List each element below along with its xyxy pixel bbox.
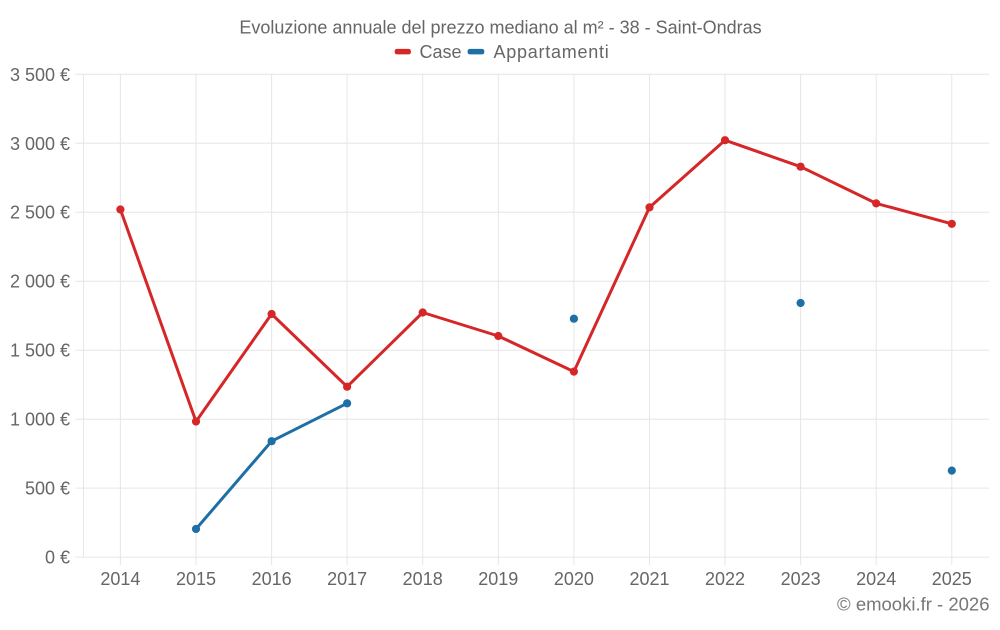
svg-text:2021: 2021: [629, 569, 669, 589]
svg-text:2016: 2016: [252, 569, 292, 589]
svg-text:Evoluzione annuale del prezzo: Evoluzione annuale del prezzo mediano al…: [239, 17, 761, 37]
svg-text:2018: 2018: [403, 569, 443, 589]
svg-text:2025: 2025: [932, 569, 972, 589]
svg-text:2 000 €: 2 000 €: [10, 272, 70, 292]
svg-text:2019: 2019: [478, 569, 518, 589]
svg-text:1 000 €: 1 000 €: [10, 410, 70, 430]
svg-text:2015: 2015: [176, 569, 216, 589]
svg-text:2017: 2017: [327, 569, 367, 589]
svg-text:500 €: 500 €: [25, 479, 70, 499]
svg-text:3 500 €: 3 500 €: [10, 65, 70, 85]
svg-text:© emooki.fr - 2026: © emooki.fr - 2026: [837, 594, 989, 615]
svg-text:2020: 2020: [554, 569, 594, 589]
svg-text:2 500 €: 2 500 €: [10, 203, 70, 223]
svg-text:2014: 2014: [100, 569, 140, 589]
svg-text:Appartamenti: Appartamenti: [494, 42, 610, 62]
svg-text:0 €: 0 €: [45, 548, 70, 568]
svg-text:2022: 2022: [705, 569, 745, 589]
svg-text:3 000 €: 3 000 €: [10, 134, 70, 154]
svg-text:2024: 2024: [856, 569, 896, 589]
svg-text:2023: 2023: [781, 569, 821, 589]
svg-text:Case: Case: [420, 42, 462, 62]
svg-text:1 500 €: 1 500 €: [10, 341, 70, 361]
